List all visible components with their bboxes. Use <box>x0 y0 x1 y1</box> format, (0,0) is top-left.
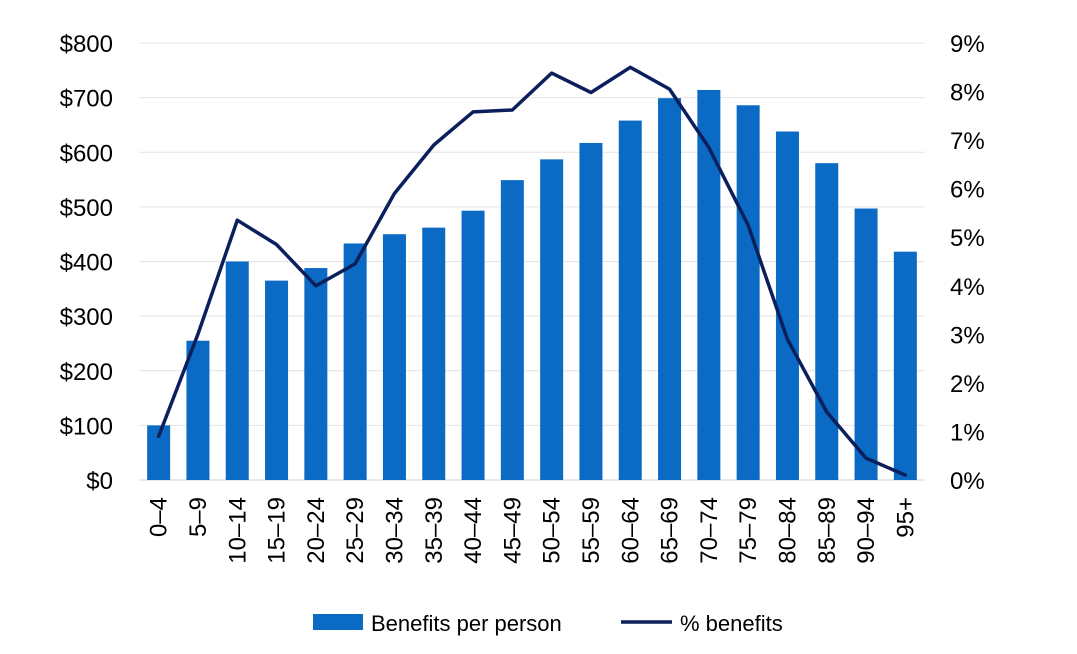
y-left-tick-label: $600 <box>60 140 113 167</box>
y-left-tick-label: $300 <box>60 304 113 331</box>
bar-50–54 <box>540 159 564 480</box>
x-tick-label: 75–79 <box>735 497 762 564</box>
x-tick-label: 10–14 <box>224 497 251 564</box>
y-left-tick-label: $500 <box>60 195 113 222</box>
x-tick-label: 70–74 <box>696 497 723 564</box>
line-series <box>156 65 908 477</box>
left-axis-ticks: $0 $100 $200 $300 $400 $500 $600 $700 $800 <box>60 31 113 495</box>
y-left-tick-label: $400 <box>60 250 113 277</box>
bar-95+ <box>893 251 917 480</box>
bar-65–69 <box>658 98 682 480</box>
bar-40–44 <box>461 210 485 481</box>
y-right-tick-label: 6% <box>950 177 985 204</box>
bar-20–24 <box>304 268 328 480</box>
x-tick-label: 95+ <box>892 497 919 538</box>
x-tick-label: 35–39 <box>421 497 448 564</box>
legend-line-label: % benefits <box>680 611 783 636</box>
legend-bar-swatch <box>313 614 363 630</box>
legend: Benefits per person % benefits <box>313 611 783 636</box>
bar-55–59 <box>579 142 603 480</box>
y-right-tick-label: 3% <box>950 322 985 349</box>
bar-15–19 <box>265 280 289 480</box>
bar-10–14 <box>225 261 249 480</box>
y-right-tick-label: 8% <box>950 80 985 107</box>
y-right-tick-label: 4% <box>950 274 985 301</box>
bar-25–29 <box>343 243 367 480</box>
y-left-tick-label: $200 <box>60 359 113 386</box>
y-right-tick-label: 7% <box>950 128 985 155</box>
bar-30–34 <box>382 234 406 480</box>
bar-45–49 <box>500 180 524 480</box>
x-tick-label: 0–4 <box>146 497 173 537</box>
x-tick-label: 80–84 <box>774 497 801 564</box>
bar-0–4 <box>147 425 171 480</box>
x-tick-label: 45–49 <box>499 497 526 564</box>
y-left-tick-label: $800 <box>60 31 113 58</box>
bar-85–89 <box>815 163 839 481</box>
y-left-tick-label: $700 <box>60 86 113 113</box>
bar-70–74 <box>697 89 721 480</box>
x-tick-label: 85–89 <box>814 497 841 564</box>
x-tick-label: 5–9 <box>185 497 212 537</box>
legend-bar-label: Benefits per person <box>371 611 562 636</box>
x-tick-label: 65–69 <box>657 497 684 564</box>
y-right-tick-label: 2% <box>950 371 985 398</box>
bar-35–39 <box>422 227 446 480</box>
y-right-tick-label: 5% <box>950 225 985 252</box>
y-left-tick-label: $0 <box>86 468 113 495</box>
x-axis-ticks: 0–4 5–9 10–14 15–19 20–24 25–29 30–34 35–39 40–4… <box>146 497 920 564</box>
line-percent-benefits <box>156 65 908 477</box>
bar-80–84 <box>775 131 799 480</box>
x-tick-label: 40–44 <box>460 497 487 564</box>
y-right-tick-label: 0% <box>950 468 985 495</box>
y-right-tick-label: 1% <box>950 419 985 446</box>
x-tick-label: 30–34 <box>381 497 408 564</box>
x-tick-label: 60–64 <box>617 497 644 564</box>
x-tick-label: 55–59 <box>578 497 605 564</box>
x-tick-label: 90–94 <box>853 497 880 564</box>
bar-75–79 <box>736 105 760 481</box>
x-tick-label: 25–29 <box>342 497 369 564</box>
bar-60–64 <box>618 120 642 480</box>
bar-series <box>147 89 917 481</box>
y-left-tick-label: $100 <box>60 413 113 440</box>
x-tick-label: 20–24 <box>303 497 330 564</box>
gridlines <box>139 42 925 481</box>
bar-90–94 <box>854 208 878 481</box>
bar-5–9 <box>186 340 210 480</box>
x-tick-label: 50–54 <box>539 497 566 564</box>
x-tick-label: 15–19 <box>264 497 291 564</box>
y-right-tick-label: 9% <box>950 31 985 58</box>
right-axis-ticks: 0% 1% 2% 3% 4% 5% 6% 7% 8% 9% <box>950 31 985 495</box>
